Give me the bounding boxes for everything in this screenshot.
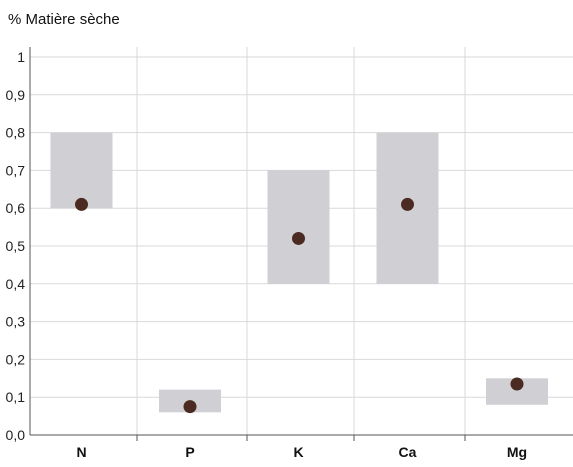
data-point-n (75, 197, 88, 211)
y-tick-label: 0,4 (6, 276, 26, 292)
y-tick-label: 0,0 (6, 427, 26, 443)
y-tick-label: 0,6 (6, 200, 26, 216)
data-point-ca (401, 197, 414, 211)
x-tick-label: Mg (507, 444, 527, 460)
point-layer (75, 197, 524, 414)
data-point-mg (510, 377, 524, 391)
x-tick-label: N (76, 444, 86, 460)
x-tick-label: K (293, 444, 303, 460)
y-tick-label: 0,9 (6, 87, 26, 103)
axis-layer (29, 47, 573, 441)
y-tick-label: 0,7 (6, 162, 26, 178)
range-bar-n (50, 132, 113, 209)
data-point-p (183, 400, 197, 414)
y-axis-label: % Matière sèche (8, 11, 120, 28)
y-tick-label: 0,1 (6, 389, 26, 405)
range-bar-k (267, 170, 330, 284)
y-tick-label: 1 (17, 49, 25, 65)
y-tick-label: 0,2 (6, 351, 26, 367)
x-tick-label: Ca (399, 444, 417, 460)
text-layer: % Matière sèche 0,0 0,1 0,2 0,3 0,4 0,5 0,6 0,7… (6, 11, 528, 460)
range-layer (50, 132, 548, 413)
y-tick-label: 0,8 (6, 125, 26, 141)
y-tick-label: 0,5 (6, 238, 26, 254)
x-tick-label: P (185, 444, 194, 460)
y-tick-label: 0,3 (6, 314, 26, 330)
data-point-k (292, 231, 305, 245)
